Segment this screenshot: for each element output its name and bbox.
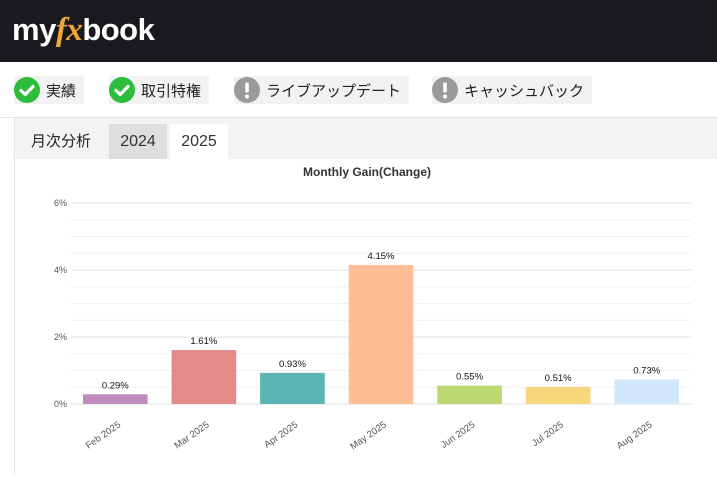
verification-badges: 実績 取引特権 ライブアップデート キャッシュバック [0,62,717,118]
x-tick-label: Jul 2025 [530,419,566,449]
chart-title: Monthly Gain(Change) [303,165,431,179]
badge-live-update[interactable]: ライブアップデート [234,76,410,104]
chart-svg: Monthly Gain(Change) 0% 2% 4% 6% 0.29% Feb 202… [54,165,691,452]
bar [82,394,148,404]
panel-title: 月次分析 [31,133,92,150]
bar-value-label: 0.29% [102,380,129,391]
bar-value-label: 0.93% [279,359,306,370]
check-circle-icon [14,77,40,103]
x-tick-label: May 2025 [348,419,388,452]
badge-label: キャッシュバック [464,82,585,100]
bar-value-label: 1.61% [190,336,217,347]
badge-label: 実績 [46,82,77,100]
y-tick-label: 2% [54,332,67,342]
bar-value-label: 0.51% [545,373,572,384]
x-tick-label: Feb 2025 [84,419,123,451]
bar-value-label: 0.73% [633,366,660,377]
x-tick-label: Apr 2025 [262,419,300,450]
x-tick-label: Jun 2025 [439,419,477,450]
logo-part-my: my [12,12,56,47]
x-tick-label: Mar 2025 [172,419,211,451]
logo-part-fx: fx [55,12,83,48]
bar [525,386,591,404]
tab-2025[interactable]: 2025 [170,124,228,159]
top-bar: myfxbook [0,0,717,62]
logo-part-book: book [82,12,155,47]
monthly-analysis-panel: 月次分析 2024 2025 Monthly Gain(Change) 0% 2% 4… [14,118,717,474]
badge-trading-privileges[interactable]: 取引特権 [109,76,210,104]
bar [260,372,325,404]
myfxbook-logo[interactable]: myfxbook [12,10,155,50]
y-tick-label: 4% [54,265,67,275]
badge-label: 取引特権 [141,82,202,100]
badge-track-record[interactable]: 実績 [14,76,85,104]
exclamation-circle-icon [234,77,260,103]
bar [348,264,414,404]
y-tick-label: 0% [54,399,67,409]
tab-2024[interactable]: 2024 [109,124,167,159]
y-tick-label: 6% [54,198,67,208]
exclamation-circle-icon [432,77,458,103]
badge-cashback[interactable]: キャッシュバック [432,76,593,104]
bar-value-label: 0.55% [456,372,483,383]
badge-label: ライブアップデート [266,82,402,100]
monthly-gain-chart: Monthly Gain(Change) 0% 2% 4% 6% 0.29% Feb 202… [15,159,717,474]
bar [437,385,502,404]
check-circle-icon [109,77,135,103]
x-tick-label: Aug 2025 [615,419,655,451]
bar-value-label: 4.15% [368,251,395,262]
bar [614,379,680,404]
bar [171,350,237,404]
tab-bar: 月次分析 2024 2025 [15,118,717,159]
